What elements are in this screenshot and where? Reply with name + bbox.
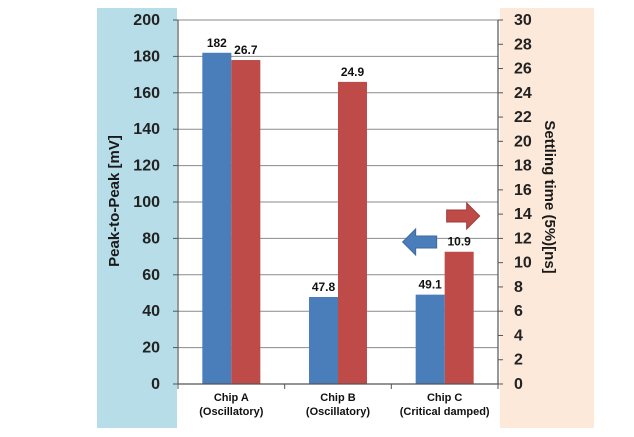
- bar-left-axis: [202, 52, 232, 384]
- right-tick-label: 22: [514, 109, 532, 126]
- right-tick-label: 24: [514, 85, 532, 102]
- left-tick-label: 20: [142, 340, 160, 357]
- axes: [173, 19, 503, 389]
- left-tick-label: 40: [142, 303, 160, 320]
- right-tick-label: 20: [514, 133, 532, 150]
- category-label: (Oscillatory): [306, 406, 371, 418]
- right-tick-label: 10: [514, 255, 532, 272]
- data-label: 10.9: [447, 235, 471, 249]
- bar-left-axis: [415, 294, 445, 384]
- right-arrow-icon: [446, 201, 481, 231]
- left-axis-panel: [97, 8, 177, 428]
- left-tick-label: 140: [133, 121, 160, 138]
- left-tick-label: 160: [133, 85, 160, 102]
- right-tick-label: 28: [514, 36, 532, 53]
- right-tick-label: 8: [514, 279, 523, 296]
- category-labels: Chip A (Oscillatory) Chip B (Oscillatory) Ch…: [199, 392, 490, 418]
- right-tick-label: 0: [514, 376, 523, 393]
- data-labels: 182 26.7 47.8 24.9 49.1 10.9: [207, 36, 471, 294]
- data-label: 47.8: [312, 280, 336, 294]
- right-tick-label: 18: [514, 158, 532, 175]
- category-label: Chip A: [214, 392, 249, 404]
- right-tick-label: 26: [514, 61, 532, 78]
- category-label: (Oscillatory): [199, 406, 264, 418]
- right-axis-title: Settling time (5%)[ns]: [541, 120, 558, 273]
- bar-right-axis: [338, 81, 367, 384]
- left-axis-title: Peak-to-Peak [mV]: [106, 135, 123, 267]
- left-tick-label: 100: [133, 194, 160, 211]
- category-label: Chip C: [427, 392, 462, 404]
- left-tick-label: 60: [142, 267, 160, 284]
- right-tick-label: 14: [514, 206, 532, 223]
- bars: [202, 52, 474, 384]
- left-tick-labels: 0 20 40 60 80 100 120 140 160 180 200: [133, 12, 160, 393]
- right-tick-label: 4: [514, 327, 523, 344]
- right-tick-label: 6: [514, 303, 523, 320]
- data-label: 24.9: [341, 65, 365, 79]
- left-tick-label: 80: [142, 230, 160, 247]
- right-tick-label: 2: [514, 352, 523, 369]
- data-label: 49.1: [418, 278, 442, 292]
- bar-right-axis: [444, 251, 474, 384]
- right-tick-label: 30: [514, 12, 532, 29]
- category-label: Chip B: [320, 392, 355, 404]
- left-tick-label: 120: [133, 158, 160, 175]
- data-label: 182: [207, 36, 227, 50]
- data-label: 26.7: [234, 43, 258, 57]
- category-label: (Critical damped): [400, 406, 490, 418]
- axis-indicator-arrows: [401, 201, 481, 257]
- right-tick-label: 16: [514, 182, 532, 199]
- left-arrow-icon: [401, 227, 438, 257]
- bar-left-axis: [309, 297, 338, 384]
- right-tick-label: 12: [514, 230, 532, 247]
- left-tick-label: 200: [133, 12, 160, 29]
- right-axis-panel: [500, 8, 594, 428]
- left-tick-label: 180: [133, 48, 160, 65]
- left-tick-label: 0: [151, 376, 160, 393]
- bar-right-axis: [231, 60, 261, 384]
